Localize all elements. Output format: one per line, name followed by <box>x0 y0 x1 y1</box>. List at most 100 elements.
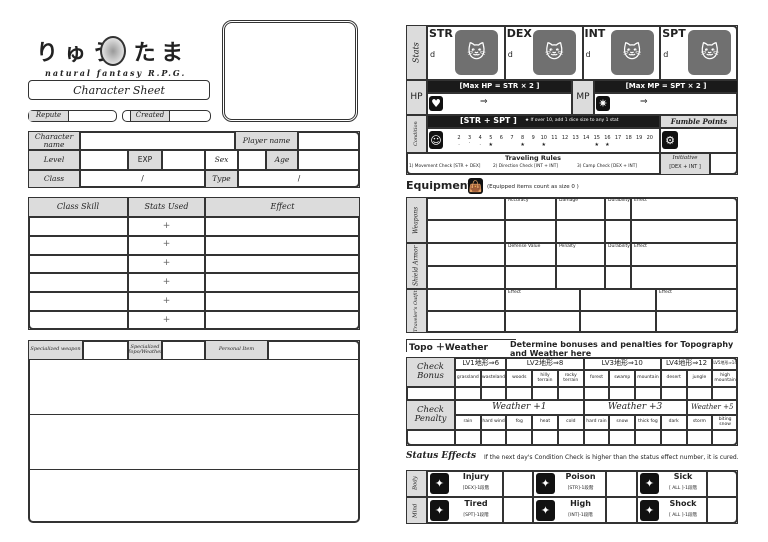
condition-number[interactable]: 4 <box>478 135 482 141</box>
condition-number[interactable]: 9 <box>531 135 535 141</box>
outfit-cell[interactable] <box>505 311 580 333</box>
condition-number[interactable]: 16 <box>604 135 611 141</box>
armor-cell[interactable]: Penalty <box>556 243 605 266</box>
sex-field[interactable] <box>238 150 266 170</box>
condition-number[interactable]: 15 <box>593 135 600 141</box>
condition-number[interactable]: 13 <box>572 135 579 141</box>
type-field[interactable]: / <box>238 170 360 188</box>
specialized-topo-field[interactable] <box>162 340 205 360</box>
level-field[interactable] <box>80 150 128 170</box>
notes-area[interactable] <box>28 360 360 415</box>
stat-int[interactable] <box>582 25 661 80</box>
outfit-cell[interactable] <box>656 311 738 333</box>
condition-number[interactable]: 5 <box>489 135 493 141</box>
weapons-cell[interactable] <box>556 220 605 243</box>
outfit-cell[interactable] <box>427 311 505 333</box>
terrain-check-field[interactable] <box>480 387 507 400</box>
status-field[interactable] <box>606 497 637 524</box>
class-skill-field[interactable] <box>28 235 128 255</box>
condition-number[interactable]: 17 <box>614 135 622 141</box>
condition-number[interactable]: 2 <box>457 135 461 141</box>
effect-field[interactable] <box>205 292 360 311</box>
character-name-field[interactable] <box>80 131 235 150</box>
stat-spt[interactable] <box>660 25 738 80</box>
terrain-check-field[interactable] <box>583 387 610 400</box>
outfit-cell[interactable]: Effect <box>505 289 580 311</box>
weapons-cell[interactable] <box>505 220 556 243</box>
terrain-check-field[interactable] <box>506 387 533 400</box>
weather-check-field[interactable] <box>635 430 661 446</box>
weather-check-field[interactable] <box>583 430 610 446</box>
weapons-cell[interactable]: Accuracy <box>505 197 556 220</box>
mp-field[interactable] <box>594 93 738 115</box>
effect-field[interactable] <box>205 311 360 330</box>
outfit-cell[interactable] <box>580 311 656 333</box>
outfit-cell[interactable]: Effect <box>656 289 738 311</box>
terrain-check-field[interactable] <box>712 387 738 400</box>
terrain-check-field[interactable] <box>609 387 636 400</box>
portrait-frame[interactable] <box>222 20 358 122</box>
condition-track[interactable] <box>427 128 660 153</box>
class-skill-field[interactable] <box>28 311 128 330</box>
effect-field[interactable] <box>205 217 360 236</box>
condition-number[interactable]: 18 <box>625 135 632 141</box>
condition-number[interactable]: 8 <box>521 135 525 141</box>
status-field[interactable] <box>707 497 738 524</box>
stats-used-field[interactable]: + <box>128 254 205 274</box>
terrain-check-field[interactable] <box>455 387 481 400</box>
condition-number[interactable]: 20 <box>646 135 653 141</box>
exp-field[interactable] <box>162 150 205 170</box>
effect-field[interactable] <box>205 273 360 293</box>
armor-cell[interactable] <box>427 243 505 266</box>
status-field[interactable] <box>503 470 533 497</box>
condition-number[interactable]: 6 <box>499 135 503 141</box>
created-field[interactable] <box>122 110 211 122</box>
weather-check-field[interactable] <box>609 430 636 446</box>
stats-used-field[interactable]: + <box>128 311 205 330</box>
class-skill-field[interactable] <box>28 254 128 274</box>
weapons-cell[interactable]: Damage <box>556 197 605 220</box>
class-skill-field[interactable] <box>28 217 128 236</box>
status-field[interactable] <box>707 470 738 497</box>
condition-number[interactable]: 7 <box>510 135 514 141</box>
weather-check-field[interactable] <box>455 430 481 446</box>
stats-used-field[interactable]: + <box>128 217 205 236</box>
specialized-weapon-field[interactable] <box>83 340 128 360</box>
armor-cell[interactable] <box>505 266 556 289</box>
outfit-cell[interactable] <box>427 289 505 311</box>
player-name-field[interactable] <box>298 131 360 150</box>
weather-check-field[interactable] <box>532 430 558 446</box>
terrain-check-field[interactable] <box>635 387 661 400</box>
condition-number[interactable]: 12 <box>561 135 569 141</box>
condition-number[interactable]: 11 <box>551 135 558 141</box>
stats-used-field[interactable]: + <box>128 292 205 311</box>
repute-field[interactable] <box>28 110 117 122</box>
condition-number[interactable]: 3 <box>468 135 472 141</box>
armor-cell[interactable] <box>556 266 605 289</box>
condition-number[interactable]: 19 <box>636 135 643 141</box>
weapons-cell[interactable] <box>605 220 631 243</box>
armor-cell[interactable]: Durability <box>605 243 631 266</box>
initiative-field[interactable] <box>710 153 738 175</box>
armor-cell[interactable]: Effect <box>631 243 738 266</box>
armor-cell[interactable] <box>427 266 505 289</box>
weather-check-field[interactable] <box>506 430 533 446</box>
status-field[interactable] <box>503 497 533 524</box>
armor-cell[interactable] <box>631 266 738 289</box>
stat-dex[interactable] <box>504 25 583 80</box>
age-field[interactable] <box>298 150 360 170</box>
terrain-check-field[interactable] <box>686 387 713 400</box>
terrain-check-field[interactable] <box>660 387 687 400</box>
weapons-cell[interactable] <box>427 220 505 243</box>
weapons-cell[interactable] <box>427 197 505 220</box>
condition-number[interactable]: 14 <box>583 135 590 141</box>
stat-str[interactable] <box>427 25 505 80</box>
notes-area[interactable] <box>28 470 360 523</box>
outfit-cell[interactable] <box>580 289 656 311</box>
hp-field[interactable] <box>427 93 572 115</box>
effect-field[interactable] <box>205 235 360 255</box>
personal-item-field[interactable] <box>268 340 360 360</box>
armor-cell[interactable] <box>605 266 631 289</box>
terrain-check-field[interactable] <box>532 387 558 400</box>
weather-check-field[interactable] <box>712 430 738 446</box>
